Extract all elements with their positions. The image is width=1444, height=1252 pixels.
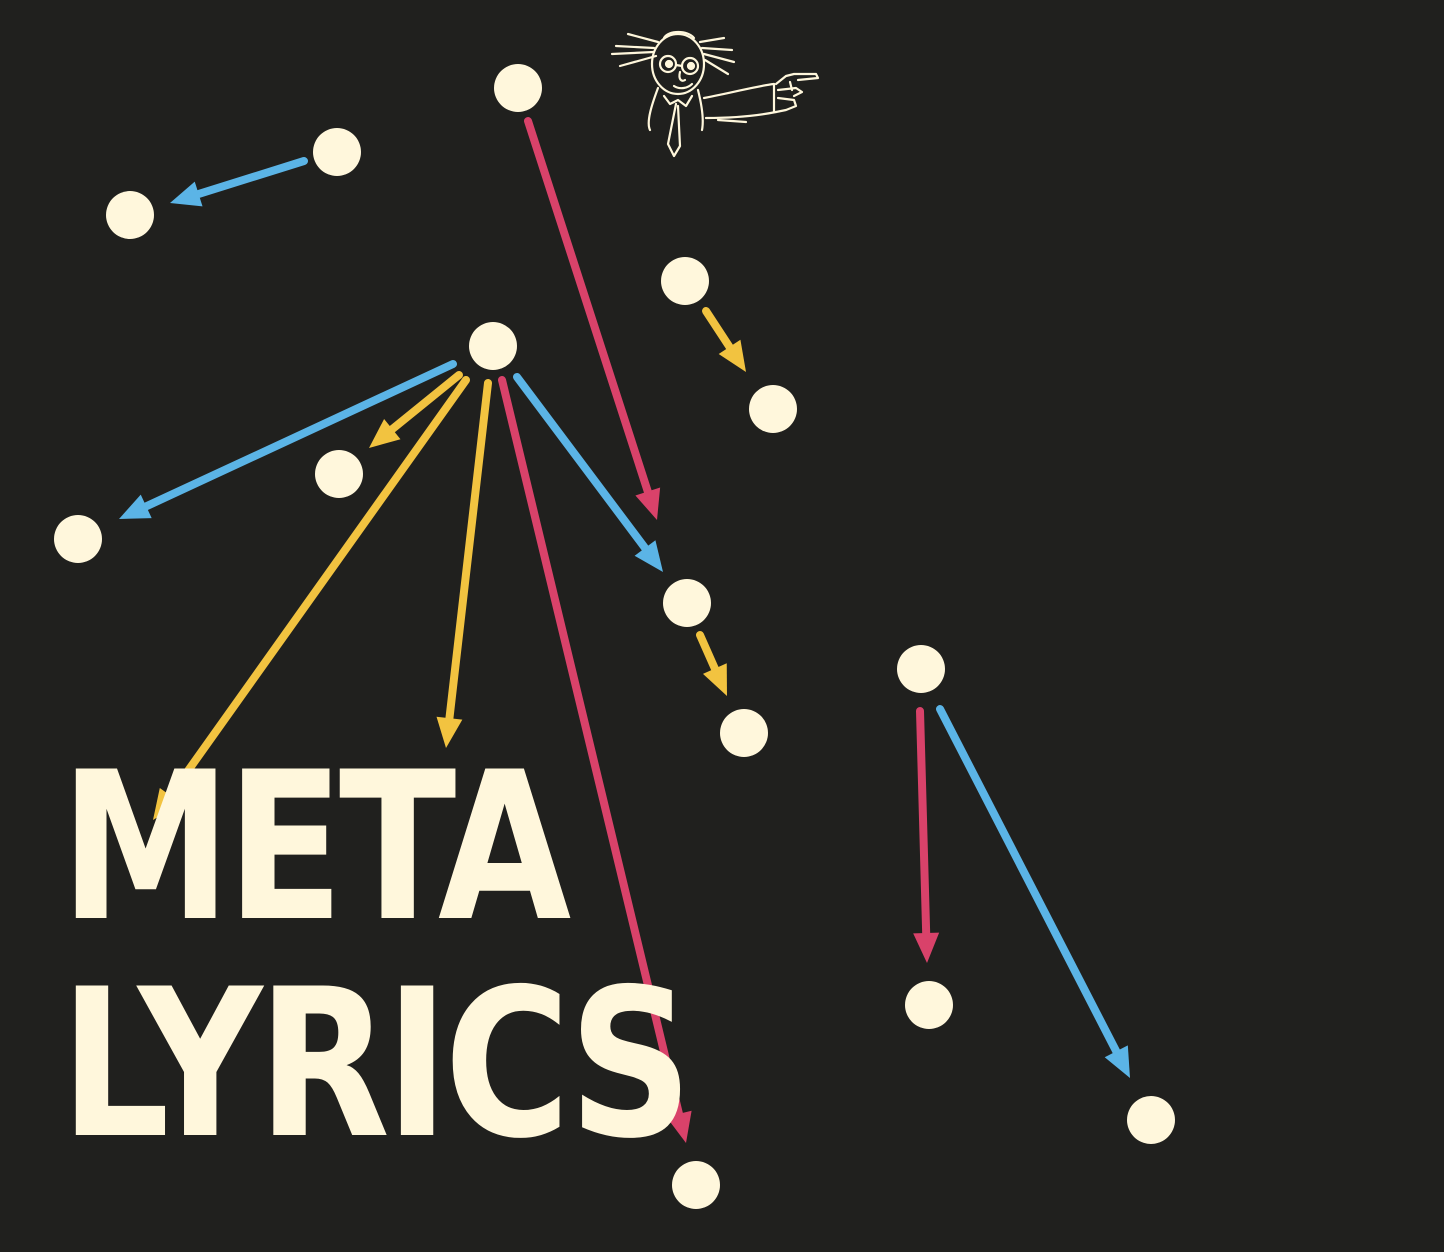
node-n5 <box>749 385 797 433</box>
edge-n6-n9-line <box>513 373 652 556</box>
edge-n1-n9-line <box>524 117 654 500</box>
node-n1 <box>494 64 542 112</box>
node-n7 <box>315 450 363 498</box>
edge-n6-n16-arrowhead <box>153 788 181 820</box>
node-n11 <box>897 645 945 693</box>
edge-n6-n7-line <box>385 371 463 436</box>
edge-n4-n5-arrowhead <box>718 339 746 372</box>
edge-n6-n7-arrowhead <box>369 419 401 448</box>
edge-n9-n10-arrowhead <box>702 663 727 696</box>
edge-n4-n5-line <box>702 307 736 355</box>
pointing-professor-icon <box>610 30 820 158</box>
edge-n11-n12-arrowhead <box>913 932 940 963</box>
edge-n6-n17-line <box>444 379 492 727</box>
node-n13 <box>672 1161 720 1209</box>
edge-n11-n14-line <box>936 705 1123 1059</box>
edge-n6-n9-arrowhead <box>634 540 663 572</box>
edge-n9-n10-line <box>696 631 721 677</box>
edge-n6-n16-line <box>164 376 470 803</box>
node-n10 <box>720 709 768 757</box>
title-line-meta: META <box>60 729 571 967</box>
node-n9 <box>663 579 711 627</box>
node-n3 <box>106 191 154 239</box>
node-n4 <box>661 257 709 305</box>
edge-n6-n8-arrowhead <box>119 494 152 519</box>
node-n2 <box>313 128 361 176</box>
node-n12 <box>905 981 953 1029</box>
node-n14 <box>1127 1096 1175 1144</box>
edge-n1-n9-arrowhead <box>635 487 661 520</box>
edge-n11-n12-line <box>916 707 931 942</box>
node-n6 <box>469 322 517 370</box>
edge-n6-n13-arrowhead <box>666 1110 692 1143</box>
edge-n11-n14-arrowhead <box>1104 1045 1130 1078</box>
edge-n6-n8-line <box>138 360 457 513</box>
edge-n6-n17-arrowhead <box>436 716 463 748</box>
title-line-lyrics: LYRICS <box>60 946 693 1184</box>
edge-n6-n13-line <box>498 376 684 1122</box>
node-n8 <box>54 515 102 563</box>
edge-n2-n3-line <box>190 157 308 200</box>
edge-n2-n3-arrowhead <box>170 181 203 207</box>
